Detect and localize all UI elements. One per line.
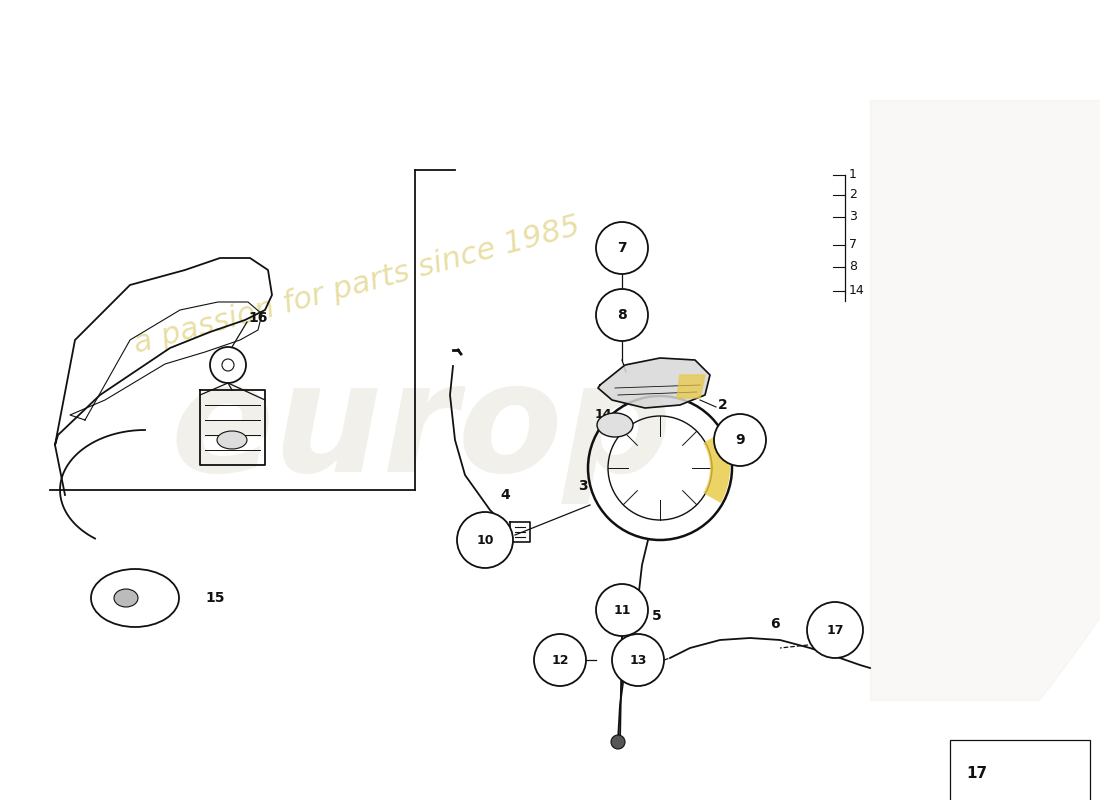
- Text: 1: 1: [849, 169, 857, 182]
- Text: 13: 13: [629, 654, 647, 666]
- Text: 7: 7: [849, 238, 857, 251]
- Text: 12: 12: [551, 654, 569, 666]
- Text: 9: 9: [735, 433, 745, 447]
- Polygon shape: [598, 358, 710, 408]
- Bar: [950, 740, 1090, 800]
- Circle shape: [596, 222, 648, 274]
- Text: 15: 15: [205, 591, 224, 605]
- Circle shape: [456, 512, 513, 568]
- Circle shape: [714, 414, 766, 466]
- Text: 6: 6: [770, 617, 780, 631]
- Text: 3: 3: [849, 210, 857, 223]
- Text: 5: 5: [652, 609, 662, 623]
- Circle shape: [807, 602, 864, 658]
- Text: 2: 2: [718, 398, 728, 412]
- Text: 16: 16: [248, 311, 267, 325]
- Ellipse shape: [217, 431, 248, 449]
- Circle shape: [610, 735, 625, 749]
- Ellipse shape: [597, 413, 632, 437]
- Text: europ: europ: [170, 355, 672, 505]
- Text: 11: 11: [614, 603, 630, 617]
- Text: 7: 7: [617, 241, 627, 255]
- Text: 4: 4: [500, 488, 509, 502]
- Text: 3: 3: [578, 479, 587, 493]
- Circle shape: [596, 584, 648, 636]
- Polygon shape: [676, 375, 705, 398]
- Ellipse shape: [114, 589, 138, 607]
- Circle shape: [612, 634, 664, 686]
- Text: 17: 17: [966, 766, 987, 782]
- Text: 14: 14: [849, 285, 865, 298]
- Text: 14: 14: [595, 408, 613, 421]
- Circle shape: [534, 634, 586, 686]
- Wedge shape: [703, 433, 730, 503]
- Text: 2: 2: [849, 189, 857, 202]
- Text: 8: 8: [849, 261, 857, 274]
- Text: 8: 8: [617, 308, 627, 322]
- Text: 17: 17: [826, 623, 844, 637]
- Text: 10: 10: [476, 534, 494, 546]
- Circle shape: [596, 289, 648, 341]
- Text: a passion for parts since 1985: a passion for parts since 1985: [130, 211, 583, 358]
